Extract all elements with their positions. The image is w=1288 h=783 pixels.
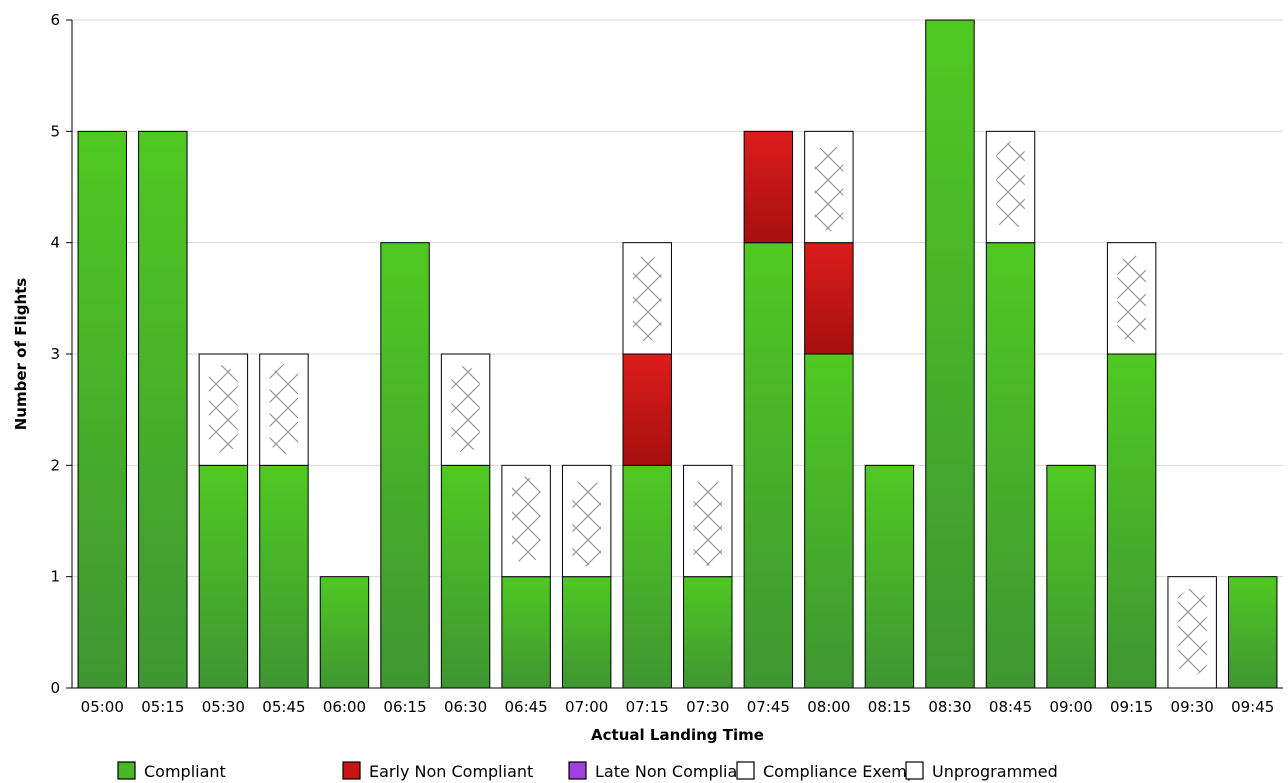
x-tick-label: 08:15 [868, 698, 911, 716]
x-tick-label: 07:15 [626, 698, 669, 716]
y-tick-label: 1 [50, 568, 60, 586]
crosshatch-fill [511, 475, 541, 567]
crosshatch-fill [1117, 252, 1146, 344]
crosshatch-fill [451, 364, 480, 456]
y-tick-label: 6 [50, 11, 60, 29]
crosshatch-fill [572, 475, 601, 567]
legend-swatch [117, 761, 136, 780]
bar-compliant [804, 353, 854, 689]
legend-label: Unprogrammed [932, 762, 1058, 781]
legend-item: Late Non Compliant [568, 761, 754, 781]
y-tick-label: 2 [50, 456, 60, 474]
x-tick-label: 06:00 [323, 698, 366, 716]
bar-compliant [319, 576, 370, 689]
x-tick-label: 05:00 [81, 698, 124, 716]
bar-compliant [501, 576, 551, 689]
x-tick-label: 08:00 [807, 698, 850, 716]
bar-compliant [198, 464, 249, 689]
bar-compliant [622, 464, 672, 689]
bar-compliant [380, 242, 430, 689]
bar-early-non-compliant [804, 242, 854, 355]
legend-item: Early Non Compliant [342, 761, 533, 781]
x-tick-label: 05:15 [141, 698, 184, 716]
legend-label: Compliance Exempt [763, 762, 923, 781]
x-tick-label: 07:30 [686, 698, 729, 716]
legend-item: Unprogrammed [905, 761, 1058, 781]
crosshatch-fill [693, 475, 722, 567]
legend-swatch [736, 761, 755, 780]
crosshatch-fill [996, 141, 1025, 233]
legend-label: Late Non Compliant [595, 762, 754, 781]
bar-compliant [77, 130, 127, 689]
bar-compliant [1046, 464, 1096, 689]
legend-item: Compliance Exempt [736, 761, 923, 781]
x-tick-label: 06:15 [383, 698, 426, 716]
x-tick-label: 09:30 [1171, 698, 1214, 716]
y-tick-label: 4 [50, 234, 60, 252]
legend-swatch [342, 761, 361, 780]
bar-compliant [1106, 353, 1157, 689]
x-tick-label: 05:30 [202, 698, 245, 716]
crosshatch-fill [814, 141, 844, 233]
legend-label: Compliant [144, 762, 226, 781]
y-axis-title: Number of Flights [12, 278, 30, 431]
x-tick-label: 07:45 [747, 698, 790, 716]
crosshatch-fill [1177, 586, 1207, 678]
crosshatch-fill [209, 364, 238, 456]
bar-compliant [864, 464, 915, 689]
x-tick-label: 06:45 [505, 698, 548, 716]
bar-compliant [683, 576, 733, 689]
legend-label: Early Non Compliant [369, 762, 533, 781]
bar-compliant [440, 464, 491, 689]
bar-compliant [561, 576, 612, 689]
x-tick-label: 08:30 [928, 698, 971, 716]
x-tick-label: 08:45 [989, 698, 1032, 716]
bar-compliant [925, 19, 975, 689]
crosshatch-fill [269, 364, 299, 456]
y-tick-label: 5 [50, 122, 60, 140]
x-tick-label: 05:45 [262, 698, 305, 716]
bar-compliant [985, 242, 1036, 689]
bar-early-non-compliant [743, 130, 794, 244]
x-tick-label: 09:45 [1231, 698, 1274, 716]
crosshatch-fill [633, 252, 662, 344]
y-tick-label: 3 [50, 345, 60, 363]
legend-item: Compliant [117, 761, 226, 781]
bar-compliant [259, 464, 309, 689]
y-tick-label: 0 [50, 679, 60, 697]
bar-early-non-compliant [622, 353, 672, 466]
x-tick-label: 06:30 [444, 698, 487, 716]
bar-compliant [138, 130, 188, 689]
bar-compliant [1228, 576, 1278, 689]
x-tick-label: 09:00 [1049, 698, 1092, 716]
x-tick-label: 07:00 [565, 698, 608, 716]
x-axis-title: Actual Landing Time [591, 726, 764, 744]
legend-swatch [568, 761, 587, 780]
legend-swatch [905, 761, 924, 780]
x-tick-label: 09:15 [1110, 698, 1153, 716]
bar-compliant [743, 242, 794, 689]
